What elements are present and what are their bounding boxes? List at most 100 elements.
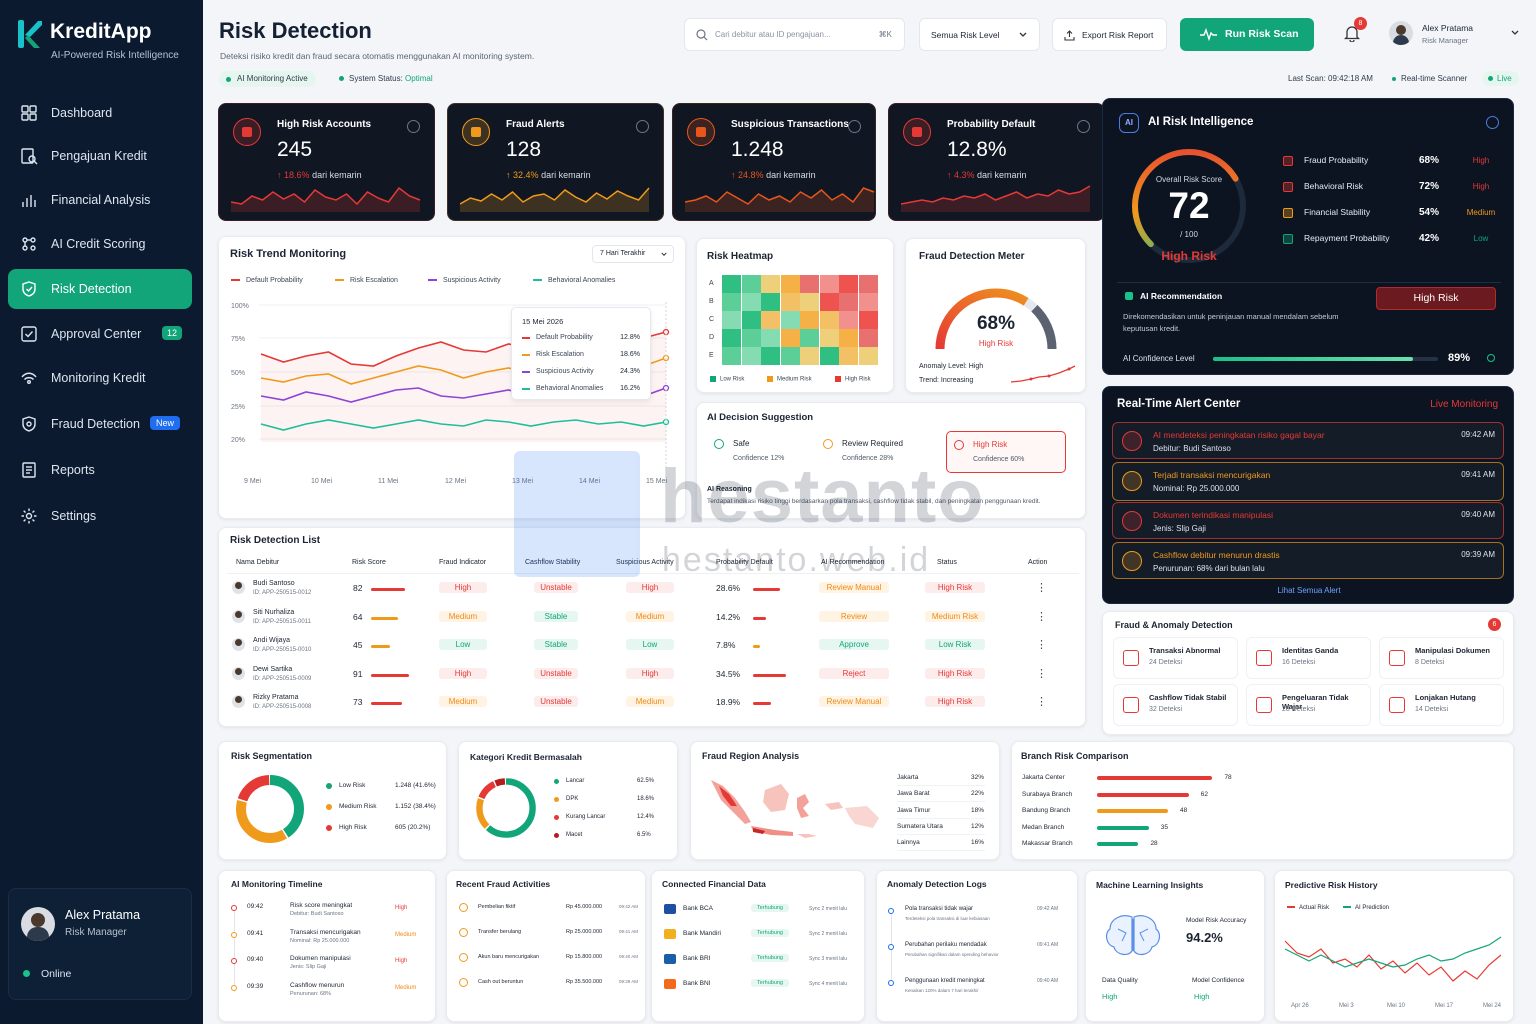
fraud-item-pengeluaran-tidak-wajar[interactable]: Pengeluaran Tidak Wajar 28 Deteksi [1246, 684, 1371, 726]
heatmap-cell[interactable] [741, 275, 761, 293]
fraud-item-cashflow-tidak-stabil[interactable]: Cashflow Tidak Stabil 32 Deteksi [1113, 684, 1238, 726]
risk-level-select[interactable]: Semua Risk Level [919, 18, 1040, 51]
heatmap-cell[interactable] [858, 347, 878, 365]
fraud-item-count: 24 Deteksi [1149, 659, 1183, 666]
decision-option-review-required[interactable]: Review Required Confidence 28% [816, 431, 928, 473]
heatmap-cell[interactable] [819, 311, 839, 329]
trend-range-select[interactable]: 7 Hari Terakhir [592, 245, 674, 263]
sidebar-item-financial-analysis[interactable]: Financial Analysis [8, 180, 192, 220]
search-input[interactable]: Cari debitur atau ID pengajuan... ⌘K [684, 18, 905, 51]
table-row[interactable]: Andi Wijaya ID: APP-250515-0010 45 Low Stabl… [219, 632, 1069, 660]
sidebar-item-dashboard[interactable]: Dashboard [8, 93, 192, 133]
info-icon[interactable] [636, 120, 649, 133]
kpi-card-high-risk-accounts[interactable]: High Risk Accounts 245 ↑ 18.6% dari kemari… [218, 103, 435, 221]
live-monitoring-label: Live Monitoring [1430, 399, 1498, 410]
notification-button[interactable]: 8 [1342, 17, 1368, 46]
recommendation-badge[interactable]: High Risk [1376, 287, 1496, 310]
export-risk-report-button[interactable]: Export Risk Report [1052, 18, 1167, 51]
run-risk-scan-button[interactable]: Run Risk Scan [1180, 18, 1314, 51]
risk-score-bar [371, 702, 402, 706]
kpi-card-suspicious-transactions[interactable]: Suspicious Transactions 1.248 ↑ 24.8% dari… [672, 103, 876, 221]
heatmap-cell[interactable] [839, 311, 858, 329]
info-icon[interactable] [1486, 116, 1499, 129]
heatmap-cell[interactable] [780, 275, 800, 293]
heatmap-cell[interactable] [819, 275, 839, 293]
heatmap-cell[interactable] [741, 329, 761, 347]
sidebar-item-reports[interactable]: Reports [8, 450, 192, 490]
heatmap-cell[interactable] [761, 293, 780, 311]
heatmap-cell[interactable] [839, 293, 858, 311]
heatmap-cell[interactable] [780, 311, 800, 329]
heatmap-cell[interactable] [722, 275, 741, 293]
heatmap-cell[interactable] [722, 347, 741, 365]
heatmap-cell[interactable] [858, 311, 878, 329]
heatmap-cell[interactable] [800, 293, 819, 311]
table-row[interactable]: Dewi Sartika ID: APP-250515-0009 91 High Uns… [219, 661, 1069, 689]
heatmap-cell[interactable] [819, 293, 839, 311]
kpi-card-fraud-alerts[interactable]: Fraud Alerts 128 ↑ 32.4% dari kemarin [447, 103, 664, 221]
info-icon[interactable] [407, 120, 420, 133]
kpi-card-probability-default[interactable]: Probability Default 12.8% ↑ 4.3% dari kema… [888, 103, 1105, 221]
info-icon[interactable] [1077, 120, 1090, 133]
table-row[interactable]: Siti Nurhaliza ID: APP-250515-0011 64 Mediu… [219, 604, 1069, 632]
heatmap-cell[interactable] [819, 329, 839, 347]
heatmap-cell[interactable] [722, 329, 741, 347]
heatmap-cell[interactable] [761, 275, 780, 293]
heatmap-title: Risk Heatmap [707, 251, 774, 262]
heatmap-cell[interactable] [800, 347, 819, 365]
metric-label: Repayment Probability [1304, 233, 1390, 243]
more-actions-icon[interactable]: ⋮ [1036, 639, 1047, 652]
heatmap-cell[interactable] [741, 347, 761, 365]
metric-level: High [1472, 156, 1490, 165]
heatmap-cell[interactable] [858, 275, 878, 293]
heatmap-cell[interactable] [800, 311, 819, 329]
heatmap-cell[interactable] [800, 275, 819, 293]
sidebar-user-card[interactable]: Alex Pratama Risk Manager Online [8, 888, 192, 1000]
view-all-alerts-link[interactable]: Lihat Semua Alert [1277, 586, 1341, 595]
alert-item[interactable]: Cashflow debitur menurun drastis Penuruna… [1112, 542, 1504, 579]
fraud-item-lonjakan-hutang[interactable]: Lonjakan Hutang 14 Deteksi [1379, 684, 1504, 726]
heatmap-cell[interactable] [800, 329, 819, 347]
sidebar-item-risk-detection[interactable]: Risk Detection [8, 269, 192, 309]
heatmap-cell[interactable] [858, 329, 878, 347]
heatmap-cell[interactable] [722, 311, 741, 329]
alert-item[interactable]: Terjadi transaksi mencurigakan Nominal: R… [1112, 462, 1504, 501]
heatmap-cell[interactable] [839, 275, 858, 293]
decision-option-safe[interactable]: Safe Confidence 12% [707, 431, 819, 473]
alert-item[interactable]: Dokumen terindikasi manipulasi Jenis: Sli… [1112, 502, 1504, 539]
info-icon[interactable] [848, 120, 861, 133]
sidebar-item-fraud-detection[interactable]: Fraud Detection New [8, 404, 192, 444]
heatmap-cell[interactable] [761, 347, 780, 365]
more-actions-icon[interactable]: ⋮ [1036, 696, 1047, 709]
heatmap-cell[interactable] [761, 329, 780, 347]
heatmap-cell[interactable] [761, 311, 780, 329]
fraud-item-manipulasi-dokumen[interactable]: Manipulasi Dokumen 8 Deteksi [1379, 637, 1504, 679]
more-actions-icon[interactable]: ⋮ [1036, 610, 1047, 623]
fraud-item-identitas-ganda[interactable]: Identitas Ganda 16 Deteksi [1246, 637, 1371, 679]
sidebar-item-ai-credit-scoring[interactable]: AI Credit Scoring [8, 224, 192, 264]
table-row[interactable]: Rizky Pratama ID: APP-250515-0008 73 Medium… [219, 689, 1069, 717]
heatmap-cell[interactable] [722, 293, 741, 311]
heatmap-cell[interactable] [741, 311, 761, 329]
heatmap-cell[interactable] [741, 293, 761, 311]
sidebar-item-settings[interactable]: Settings [8, 496, 192, 536]
more-actions-icon[interactable]: ⋮ [1036, 582, 1047, 594]
timeline-sub: Nominal: Rp 25.000.000 [290, 937, 350, 944]
sidebar-item-approval-center[interactable]: Approval Center 12 [8, 314, 192, 354]
decision-option-high-risk[interactable]: High Risk Confidence 60% [946, 431, 1066, 473]
heatmap-cell[interactable] [780, 329, 800, 347]
sidebar-item-monitoring-kredit[interactable]: Monitoring Kredit [8, 358, 192, 398]
heatmap-cell[interactable] [839, 347, 858, 365]
user-menu[interactable]: Alex Pratama Risk Manager [1389, 18, 1519, 50]
avatar [232, 695, 245, 709]
heatmap-cell[interactable] [780, 347, 800, 365]
alert-item[interactable]: AI mendeteksi peningkatan risiko gagal b… [1112, 422, 1504, 459]
heatmap-cell[interactable] [819, 347, 839, 365]
heatmap-cell[interactable] [780, 293, 800, 311]
heatmap-cell[interactable] [858, 293, 878, 311]
sidebar-item-pengajuan-kredit[interactable]: Pengajuan Kredit [8, 136, 192, 176]
table-row[interactable]: Budi Santoso ID: APP-250515-0012 82 High Uns… [219, 575, 1069, 603]
more-actions-icon[interactable]: ⋮ [1036, 667, 1047, 680]
heatmap-cell[interactable] [839, 329, 858, 347]
fraud-item-transaksi-abnormal[interactable]: Transaksi Abnormal 24 Deteksi [1113, 637, 1238, 679]
